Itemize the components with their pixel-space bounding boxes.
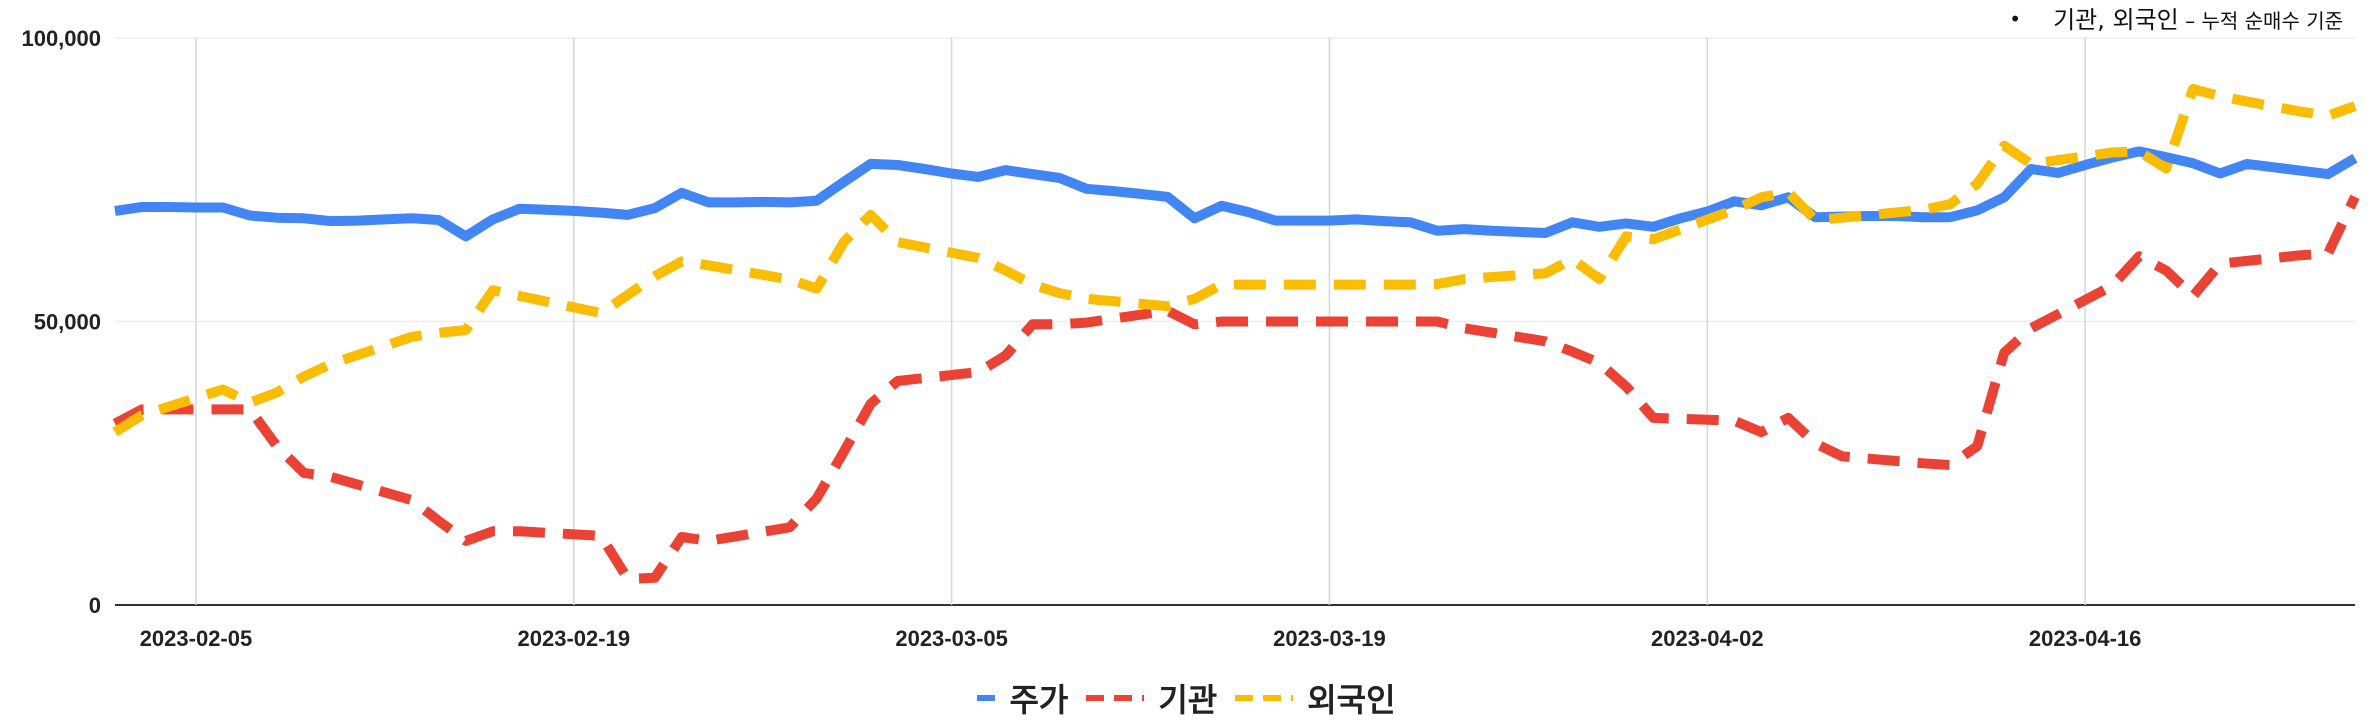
legend-label: 기관 bbox=[1158, 681, 1218, 719]
legend-item: 주가 bbox=[977, 675, 1068, 721]
y-tick-label: 50,000 bbox=[34, 310, 101, 335]
legend-swatch bbox=[1235, 695, 1294, 701]
x-tick-label: 2023-04-16 bbox=[2029, 626, 2142, 651]
footnote-subtext: – 누적 순매수 기준 bbox=[2178, 9, 2343, 33]
legend-swatch bbox=[1086, 695, 1145, 701]
series-line-2 bbox=[112, 194, 2360, 584]
y-tick-label: 0 bbox=[89, 593, 101, 618]
x-tick-label: 2023-02-19 bbox=[518, 626, 631, 651]
legend-label: 외국인 bbox=[1307, 681, 1396, 719]
x-tick-label: 2023-02-05 bbox=[140, 626, 253, 651]
footnote-title: 기관, 외국인 bbox=[2053, 6, 2179, 34]
legend-label: 주가 bbox=[1009, 681, 1069, 719]
y-tick-label: 100,000 bbox=[21, 26, 101, 51]
legend: 주가 기관 외국인 bbox=[0, 675, 2373, 721]
series-line-1 bbox=[114, 146, 2358, 242]
x-tick-label: 2023-03-19 bbox=[1273, 626, 1386, 651]
footnote: • 기관, 외국인 – 누적 순매수 기준 bbox=[2009, 0, 2343, 35]
legend-item: 외국인 bbox=[1235, 675, 1396, 721]
x-tick-label: 2023-03-05 bbox=[895, 626, 1008, 651]
bullet-icon: • bbox=[2009, 7, 2022, 31]
tick-labels: 0 50,000 100,000 2023-02-05 2023-02-19 2023-0… bbox=[21, 26, 2141, 651]
legend-item: 기관 bbox=[1086, 675, 1217, 721]
series-line-3 bbox=[112, 84, 2357, 437]
series-lines bbox=[112, 84, 2360, 584]
legend-swatch bbox=[977, 695, 996, 701]
x-tick-label: 2023-04-02 bbox=[1651, 626, 1764, 651]
